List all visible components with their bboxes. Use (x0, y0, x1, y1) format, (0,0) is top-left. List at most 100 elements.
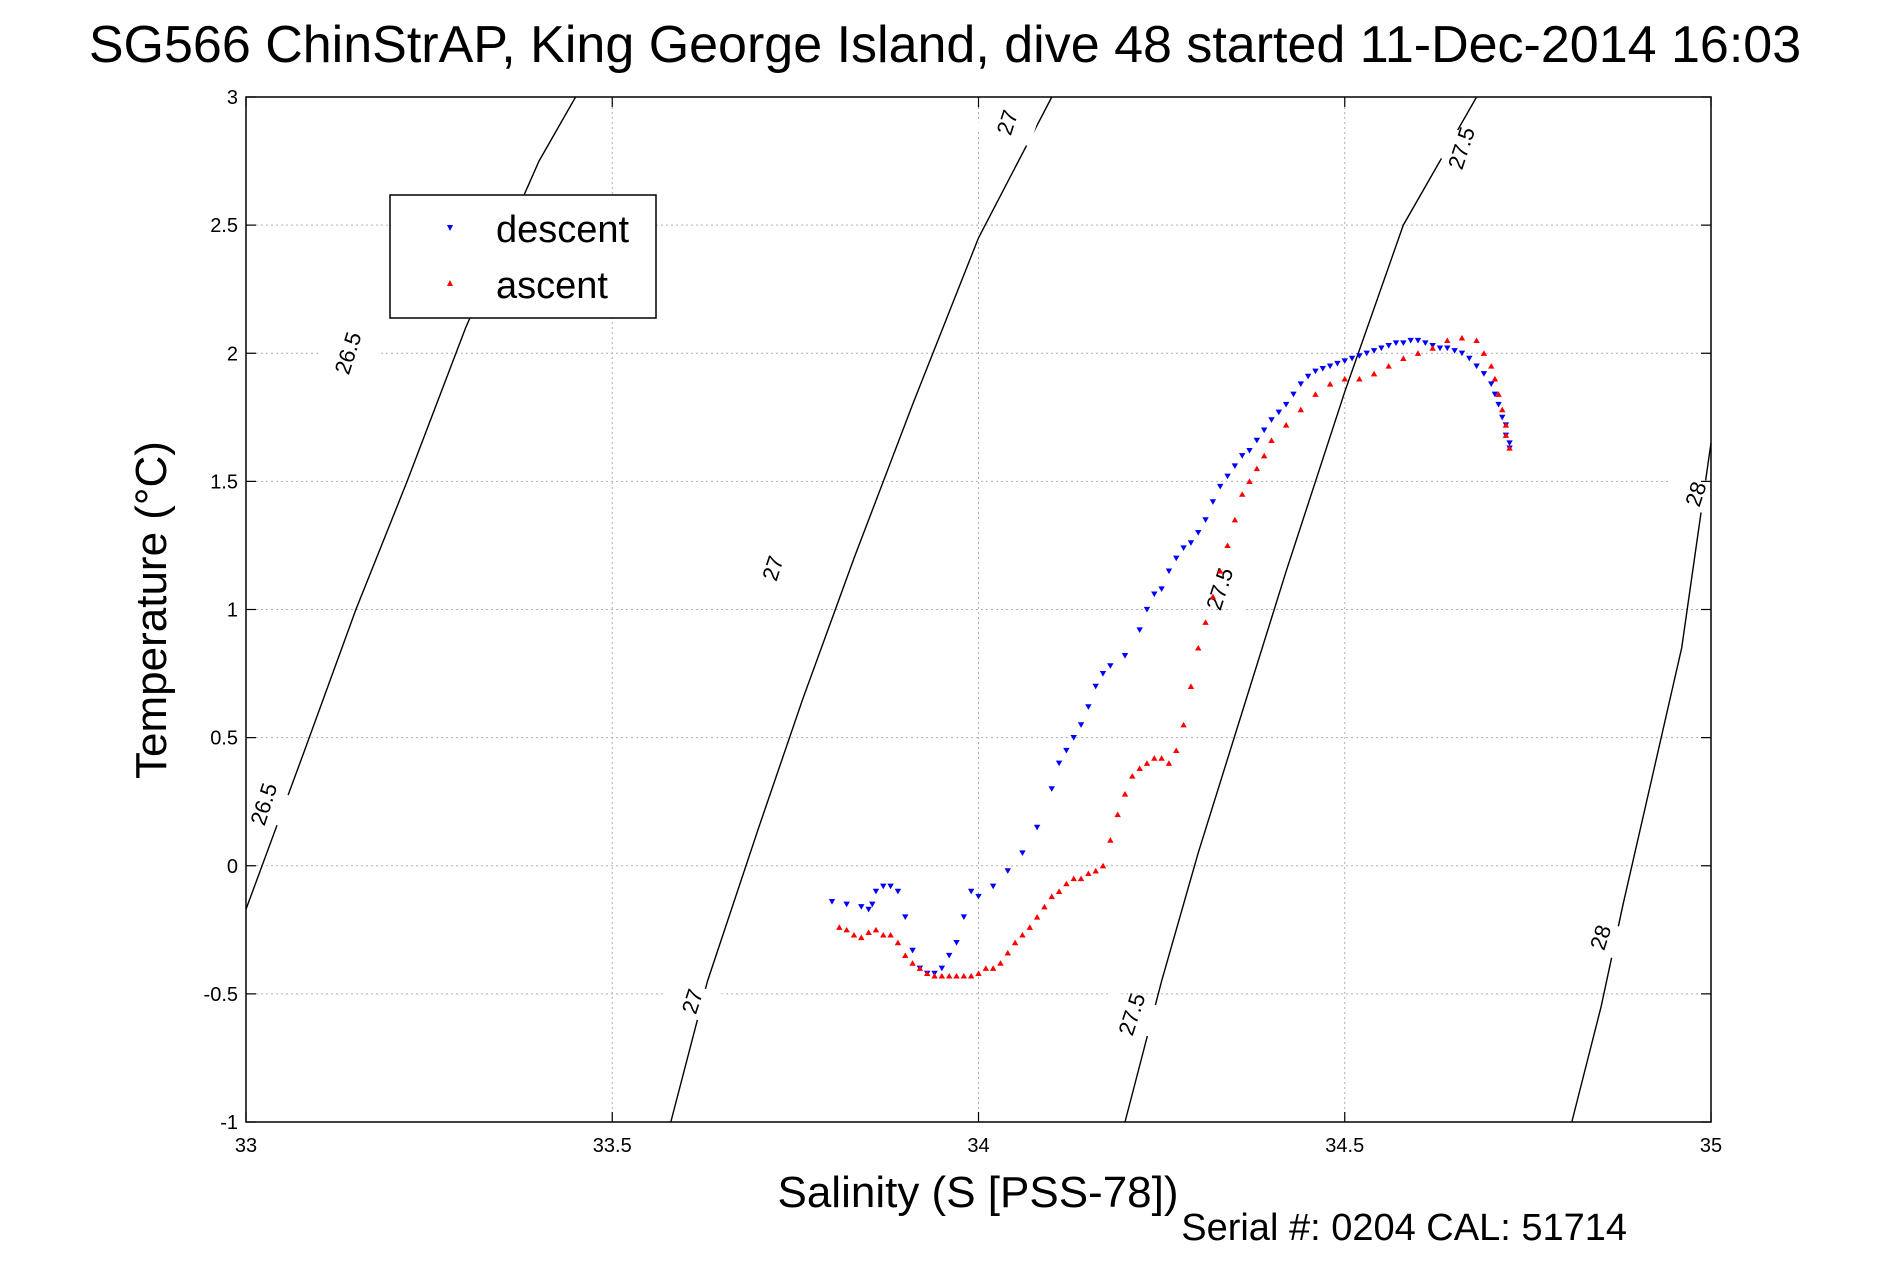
ascent-point (902, 952, 909, 959)
y-tick-label: -0.5 (204, 984, 238, 1006)
ascent-point (1173, 747, 1180, 754)
descent-point (1334, 360, 1341, 367)
ascent-point (1246, 478, 1253, 484)
descent-point (828, 899, 836, 905)
ascent-point (887, 931, 894, 938)
descent-point (1348, 355, 1356, 362)
ascent-point (1114, 811, 1121, 818)
ascent-point (1004, 949, 1011, 956)
ascent-point (953, 972, 960, 979)
descent-point (1151, 591, 1158, 598)
descent-point (1055, 760, 1063, 767)
ascent-point (1026, 924, 1033, 930)
density-contour-27.5 (1124, 96, 1478, 1123)
y-tick-label: 3 (227, 87, 238, 109)
ascent-point (1041, 903, 1048, 910)
descent-point (1004, 868, 1011, 874)
descent-point (1099, 670, 1107, 677)
contour-label-bg (1188, 565, 1252, 613)
descent-point (1158, 586, 1165, 592)
ascent-point (1231, 516, 1239, 523)
ascent-point (858, 934, 865, 941)
ascent-point (1092, 867, 1099, 874)
ascent-point (1400, 355, 1407, 361)
ascent-point (1312, 391, 1319, 397)
x-tick-label: 35 (1700, 1135, 1722, 1157)
ascent-point (1458, 334, 1466, 341)
ascent-point (1033, 914, 1041, 920)
y-tick-label: 2.5 (210, 215, 238, 237)
ascent-point (843, 926, 850, 933)
ascent-point (1268, 437, 1275, 443)
descent-point (1319, 366, 1326, 372)
descent-point (1217, 483, 1224, 490)
descent-point (872, 888, 880, 895)
descent-point (1048, 786, 1055, 792)
descent-point (1231, 463, 1239, 469)
descent-point (1085, 704, 1092, 710)
descent-point (1253, 437, 1261, 444)
descent-point (1187, 540, 1195, 546)
descent-point (1466, 355, 1473, 362)
descent-point (1480, 371, 1488, 377)
ascent-point (1165, 760, 1173, 766)
ascent-point (1202, 619, 1209, 625)
contour-label-bg (1664, 470, 1728, 519)
ascent-point (997, 960, 1004, 966)
descent-point (1312, 368, 1319, 375)
descent-point (1019, 850, 1026, 856)
descent-point (1275, 409, 1283, 416)
x-tick-label: 33.5 (593, 1135, 632, 1157)
ascent-point (916, 965, 924, 971)
descent-point (1506, 440, 1513, 446)
axis-ticks: 33 33.5 34 34.5 35 -1 -0.5 0 0.5 1 1.5 2 2.5 3 (204, 87, 1723, 1157)
descent-point (1136, 627, 1143, 633)
contour-label-bg (316, 329, 381, 378)
descent-point (902, 914, 909, 920)
ascent-point (1239, 491, 1246, 497)
ascent-point (967, 972, 975, 979)
descent-point (858, 904, 865, 910)
x-tick-label: 34.5 (1325, 1135, 1364, 1157)
descent-point (1092, 683, 1099, 690)
descent-point (1407, 337, 1414, 344)
data-series (828, 334, 1513, 979)
descent-point (1282, 401, 1290, 408)
density-contour-28 (1571, 442, 1712, 1123)
descent-point (1499, 414, 1506, 421)
ascent-point (850, 931, 858, 938)
descent-point (1209, 499, 1217, 505)
chart-title: SG566 ChinStrAP, King George Island, div… (89, 16, 1801, 74)
descent-point (1202, 517, 1209, 523)
contour-label-bg (1569, 913, 1633, 962)
contour-label-bg (661, 977, 725, 1026)
y-tick-label: -1 (220, 1112, 238, 1134)
descent-point (869, 901, 876, 908)
ascent-point (1085, 870, 1092, 877)
ascent-point (1136, 765, 1143, 771)
contour-label-bg (1100, 990, 1164, 1039)
ascent-point (1217, 568, 1224, 574)
descent-point (975, 893, 982, 900)
ascent-point (931, 972, 938, 979)
descent-point (989, 883, 997, 890)
ascent-point (1187, 683, 1195, 689)
ascent-point (1444, 337, 1451, 344)
descent-point (938, 965, 946, 972)
x-axis-label: Salinity (S [PSS-78]) (777, 1168, 1178, 1217)
descent-point (1473, 363, 1480, 370)
ascent-point (1326, 381, 1334, 387)
descent-point (1246, 448, 1253, 454)
descent-point (909, 947, 916, 954)
ascent-point (924, 970, 931, 976)
descent-point (1165, 568, 1173, 575)
ascent-point (1195, 644, 1202, 651)
ascent-point (1282, 422, 1290, 428)
ascent-point (1356, 375, 1363, 382)
ascent-point (1107, 837, 1114, 843)
descent-point (1239, 453, 1246, 459)
descent-point (843, 901, 850, 908)
y-axis-label: Temperature (°C) (127, 441, 176, 779)
descent-point (1180, 545, 1187, 551)
ascent-point (1385, 363, 1392, 369)
